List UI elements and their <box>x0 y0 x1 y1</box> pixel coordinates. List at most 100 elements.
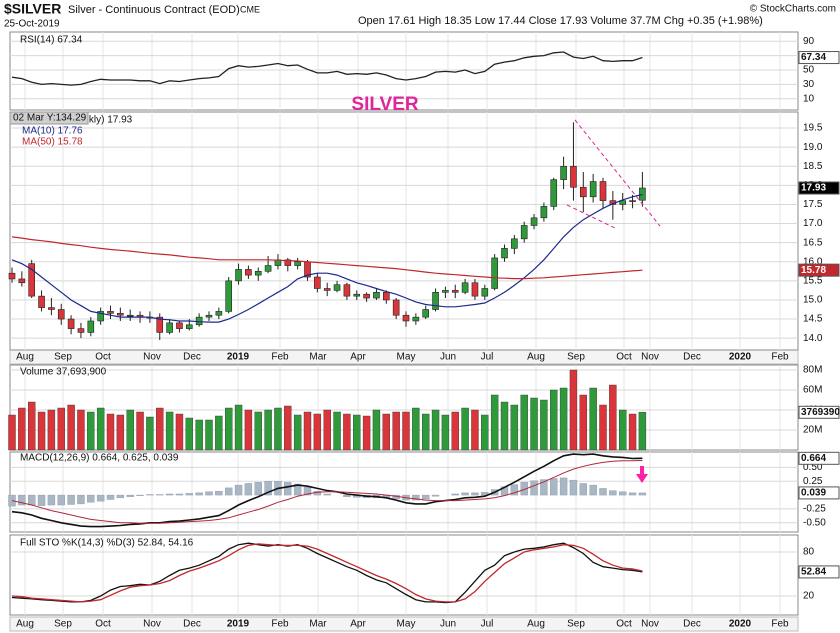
x-axis-strip <box>9 616 799 632</box>
x-tick-label: Nov <box>641 352 659 363</box>
volume-bar <box>461 407 469 451</box>
candle-body <box>117 313 124 316</box>
data-line <box>11 460 643 524</box>
candle-body <box>156 316 164 333</box>
last-value: 67.34 <box>801 52 826 63</box>
candle-body <box>18 278 26 284</box>
volume-bar <box>205 419 213 451</box>
x-tick-label: Nov <box>143 619 161 630</box>
x-tick-label: Sep <box>567 619 585 630</box>
volume-bar <box>569 369 578 451</box>
x-tick-label: Mar <box>309 619 327 630</box>
x-tick-label: Jul <box>481 619 494 630</box>
histogram-bar <box>234 484 243 496</box>
volume-bar <box>599 404 607 451</box>
last-value-box <box>798 486 840 500</box>
histogram-bar <box>175 493 184 496</box>
x-tick-label: Dec <box>683 619 701 630</box>
x-tick-label: May <box>397 619 416 630</box>
x-tick-label: Nov <box>143 352 161 363</box>
volume-bar <box>175 413 184 451</box>
volume-bar <box>28 401 36 451</box>
candle-body <box>8 272 16 280</box>
x-tick-label: 2020 <box>729 352 752 363</box>
histogram-bar <box>589 484 597 496</box>
candle-body <box>28 263 36 297</box>
histogram-bar <box>481 492 489 496</box>
exchange: CME <box>240 4 260 14</box>
histogram-bar <box>431 494 440 497</box>
histogram-bar <box>293 483 302 496</box>
credit: © StockCharts.com <box>750 4 836 15</box>
volume-bar <box>471 409 479 451</box>
candle-body <box>402 314 410 322</box>
candle-body <box>412 316 420 322</box>
histogram-bar <box>244 483 253 496</box>
last-value: 15.78 <box>801 265 826 276</box>
candle-body <box>639 187 646 201</box>
x-tick-label: Apr <box>350 619 366 630</box>
x-tick-label: 2019 <box>227 352 250 363</box>
histogram-bar <box>619 491 627 496</box>
volume-bar <box>116 414 125 451</box>
volume-bar <box>609 384 617 451</box>
volume-bar <box>224 407 233 451</box>
x-tick-label: Jun <box>440 352 456 363</box>
volume-bar <box>244 409 253 451</box>
data-line <box>11 193 643 323</box>
volume-bar <box>343 413 351 451</box>
volume-bar <box>559 387 568 451</box>
y-tick-label: 19.0 <box>803 142 823 153</box>
volume-bar <box>146 416 154 451</box>
y-tick-label: 0.25 <box>803 476 823 487</box>
last-value: 17.93 <box>801 183 826 194</box>
x-tick-label: Oct <box>616 352 632 363</box>
x-tick-label: Sep <box>567 352 585 363</box>
volume-bar <box>274 407 282 451</box>
candle-body <box>67 318 75 329</box>
histogram-bar <box>28 494 36 506</box>
volume-bar <box>234 404 243 451</box>
volume-bar <box>156 407 164 451</box>
candle-body <box>363 293 370 299</box>
histogram-bar <box>569 479 578 496</box>
y-tick-label: 15.5 <box>803 275 823 286</box>
panel-legend: MACD(12,26,9) 0.664, 0.625, 0.039 <box>20 453 179 464</box>
histogram-bar <box>264 481 272 496</box>
panel-legend: RSI(14) 67.34 <box>20 35 83 46</box>
x-tick-label: Apr <box>350 352 366 363</box>
candle-body <box>550 179 558 207</box>
x-tick-label: Aug <box>16 619 34 630</box>
x-tick-label: Feb <box>771 352 789 363</box>
histogram-bar <box>77 494 85 505</box>
panel-legend: MA(50) 15.78 <box>22 137 83 148</box>
candle-body <box>471 282 479 297</box>
histogram-bar <box>47 494 56 506</box>
marks <box>8 51 647 604</box>
volume-bar <box>353 414 361 451</box>
histogram-bar <box>185 493 194 496</box>
histogram-bar <box>205 491 213 496</box>
candle-body <box>38 295 45 308</box>
data-line <box>11 543 643 603</box>
histogram-bar <box>18 494 26 506</box>
candle-body <box>225 280 232 312</box>
x-tick-label: Sep <box>54 352 72 363</box>
volume-bar <box>284 405 292 451</box>
histogram-bar <box>215 490 223 496</box>
histogram-bar <box>510 484 519 496</box>
candle-body <box>511 238 518 249</box>
x-tick-label: Jul <box>481 352 494 363</box>
x-tick-label: 2020 <box>729 619 752 630</box>
y-tick-label: 16.0 <box>803 256 823 267</box>
histogram-bar <box>126 494 134 497</box>
candle-body <box>323 288 331 291</box>
volume-bar <box>264 409 272 451</box>
last-value-box <box>798 263 840 277</box>
volume-bar <box>589 387 597 451</box>
histogram-bar <box>156 494 164 496</box>
panel <box>9 31 799 111</box>
trend-line <box>566 204 616 229</box>
candle-body <box>166 322 173 333</box>
volume-bar <box>303 411 312 451</box>
